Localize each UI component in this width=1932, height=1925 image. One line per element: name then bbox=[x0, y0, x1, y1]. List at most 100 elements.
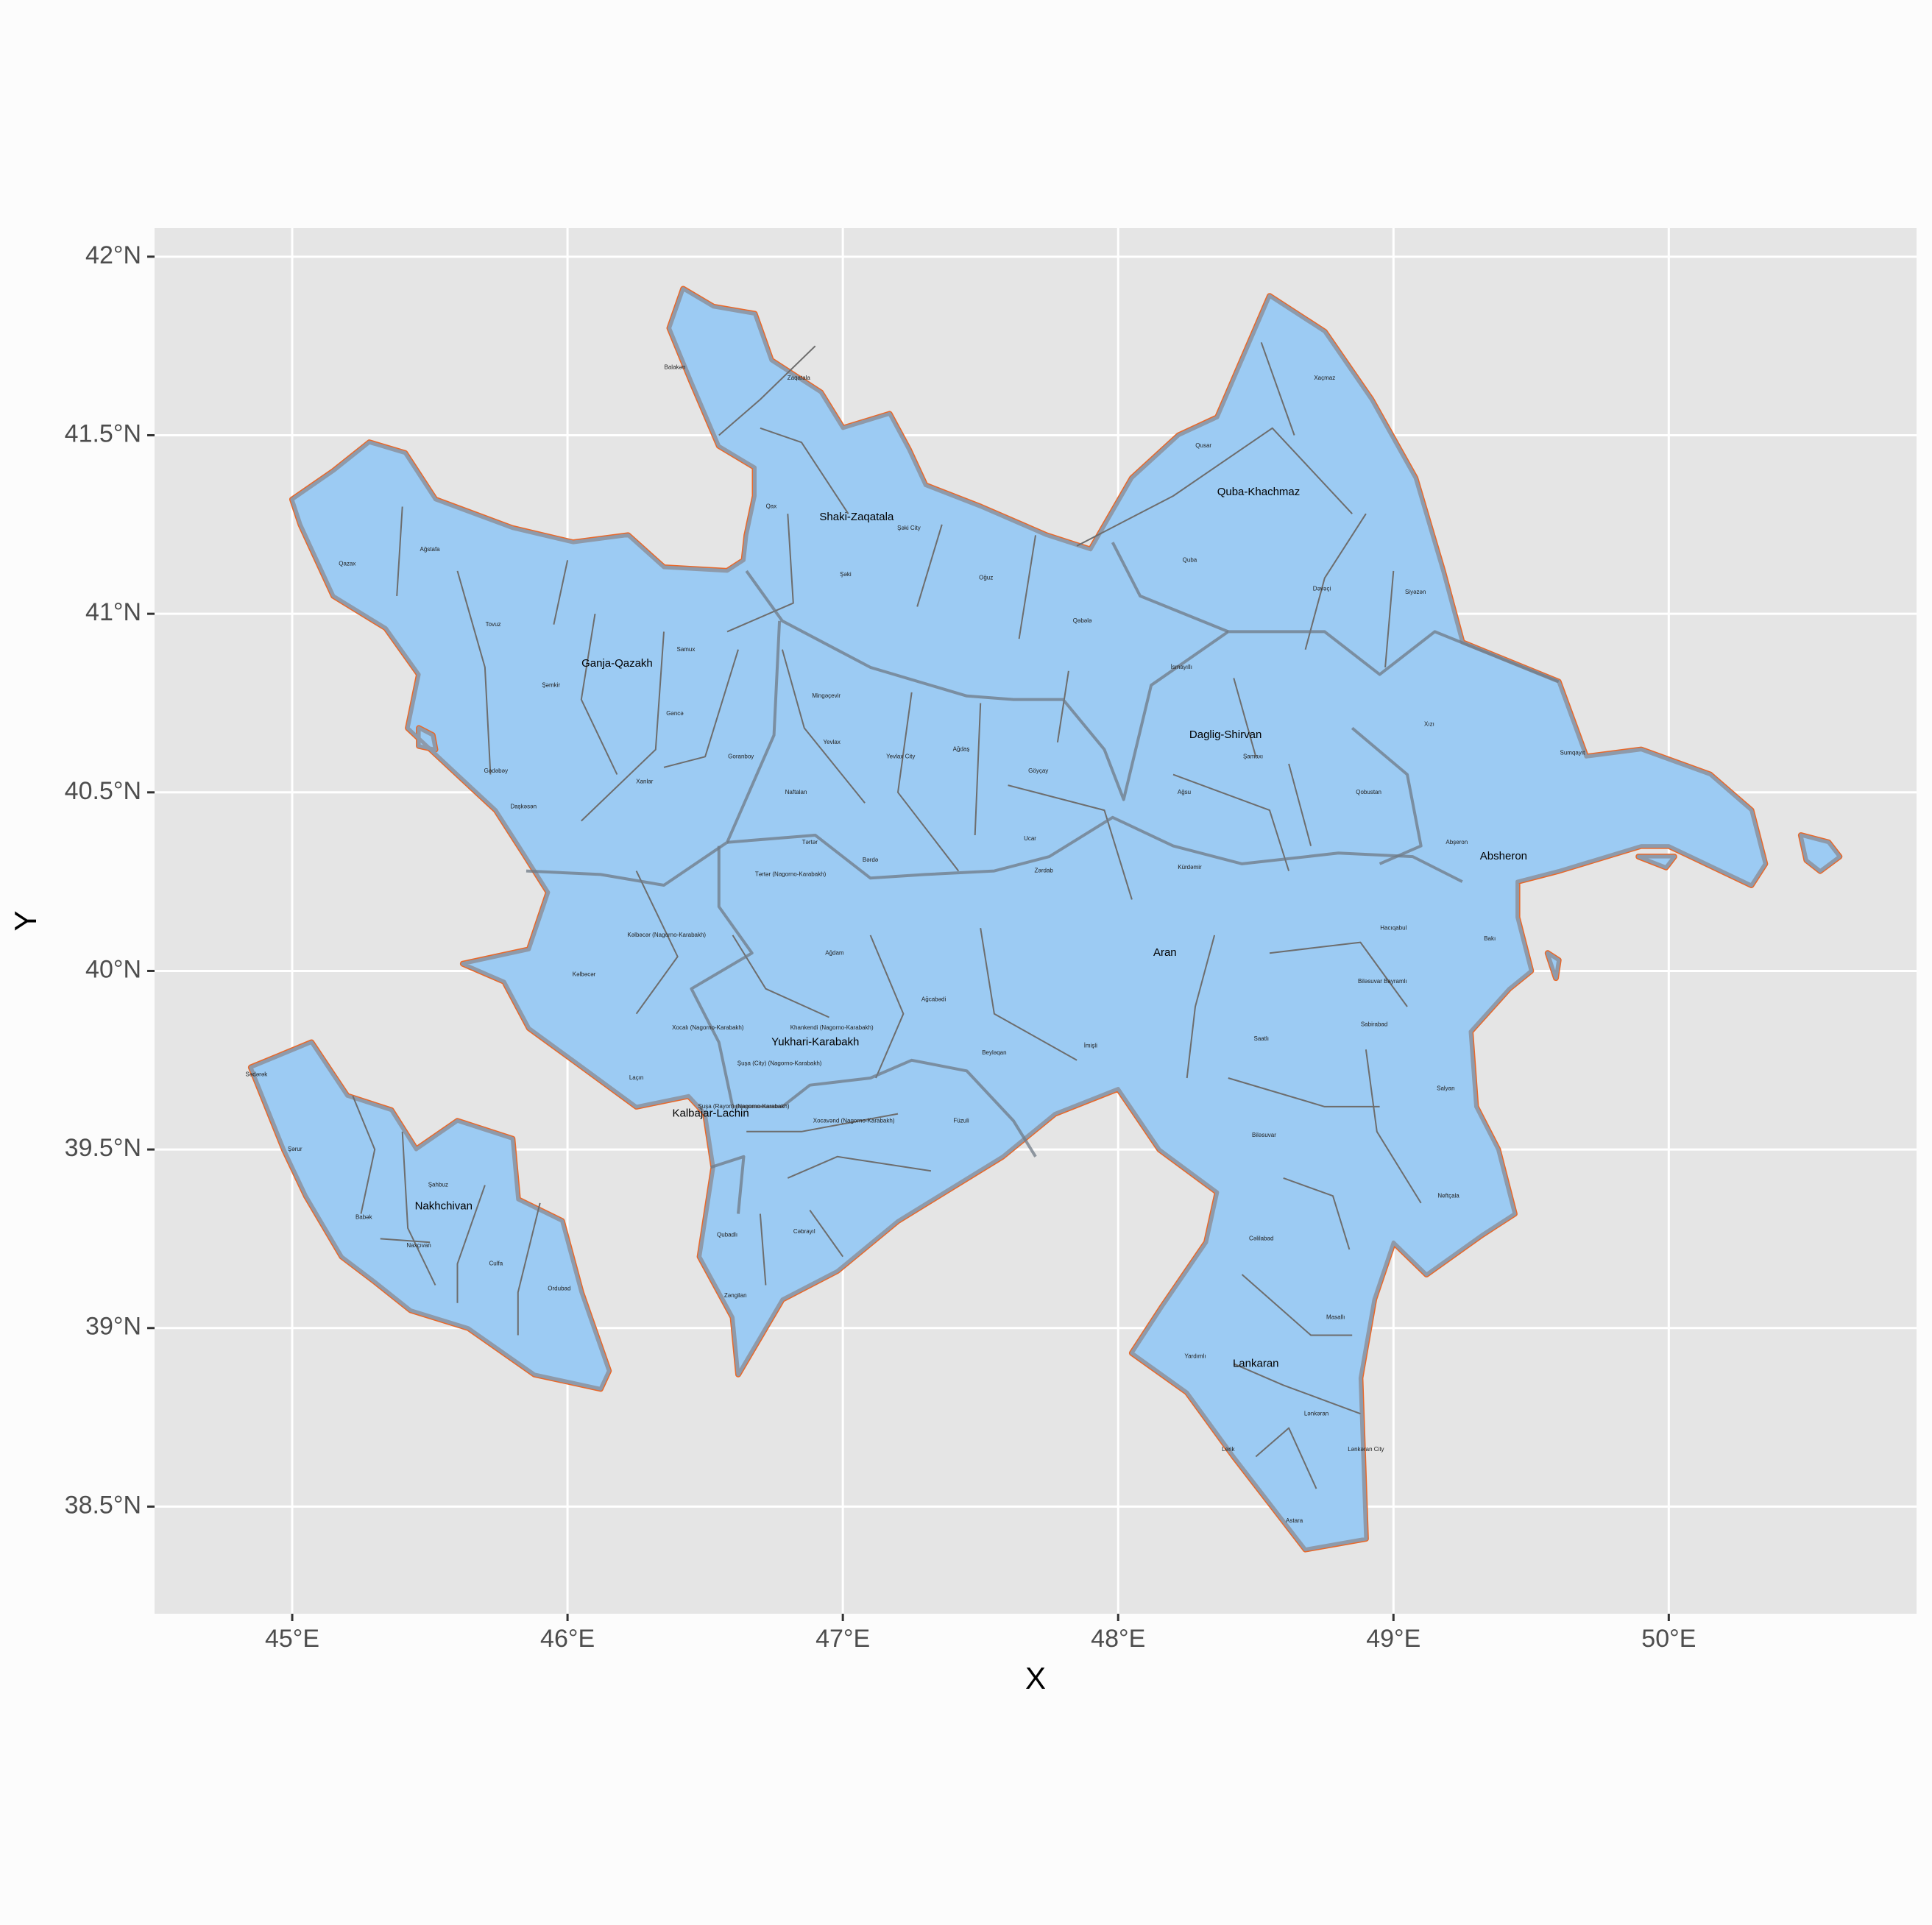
district-label: Ucar bbox=[1024, 835, 1036, 842]
x-tick-label: 45°E bbox=[265, 1625, 319, 1653]
district-label: Tovuz bbox=[486, 621, 501, 628]
region-label: Absheron bbox=[1480, 850, 1527, 862]
district-boundary bbox=[1269, 941, 1408, 1007]
district-boundary bbox=[1233, 1363, 1361, 1415]
district-label: Qubadlı bbox=[717, 1232, 737, 1238]
district-boundary bbox=[781, 649, 866, 804]
region-label: Quba-Khachmaz bbox=[1217, 486, 1301, 498]
district-label: Şahbuz bbox=[428, 1182, 448, 1188]
district-boundary bbox=[1384, 570, 1395, 667]
azerbaijan-territory bbox=[247, 286, 1843, 1553]
district-boundary bbox=[1076, 427, 1353, 547]
region-boundary bbox=[1351, 726, 1423, 865]
district-boundary bbox=[380, 1238, 431, 1244]
region-boundary bbox=[690, 845, 1037, 1158]
y-tick-label: 39.5°N bbox=[65, 1134, 141, 1162]
x-tick-label: 50°E bbox=[1641, 1625, 1696, 1653]
district-label: Siyəzən bbox=[1405, 589, 1426, 595]
district-label: Bakı bbox=[1484, 935, 1496, 942]
district-label: Bərdə bbox=[863, 857, 879, 863]
region-labels: Shaki-Zaqatala Quba-Khachmaz Ganja-Qazakh D… bbox=[415, 486, 1527, 1369]
region-label: Ganja-Qazakh bbox=[581, 657, 653, 670]
region-boundary bbox=[710, 1155, 746, 1214]
region-label: Shaki-Zaqatala bbox=[819, 511, 894, 523]
district-boundary bbox=[1283, 1177, 1351, 1250]
district-boundary bbox=[760, 427, 849, 514]
district-labels: Balakən Zaqatala Qax Şəki City Şəki Oğuz Qusar… bbox=[246, 364, 1586, 1524]
district-label: Ağsu bbox=[1178, 789, 1191, 795]
district-boundary bbox=[897, 692, 960, 872]
district-boundary bbox=[456, 570, 492, 775]
district-label: İmişli bbox=[1084, 1042, 1097, 1049]
y-axis-title: Y bbox=[8, 910, 43, 931]
district-label: Babək bbox=[355, 1213, 373, 1220]
district-label: Yevlax City bbox=[886, 753, 915, 759]
district-boundary bbox=[401, 1131, 436, 1286]
district-label: Gədəbəy bbox=[484, 767, 508, 774]
district-label: Qax bbox=[766, 503, 777, 510]
district-boundary bbox=[580, 613, 618, 775]
district-boundary bbox=[1018, 535, 1036, 639]
district-label: Khankendi (Nagorno-Karabakh) bbox=[790, 1024, 874, 1031]
district-label: Qəbələ bbox=[1073, 617, 1092, 624]
district-label: Kəlbəcər bbox=[573, 971, 596, 977]
region-boundary bbox=[745, 570, 1560, 801]
border-halo bbox=[249, 1041, 611, 1391]
y-tick-label: 40.5°N bbox=[65, 777, 141, 805]
district-boundary bbox=[809, 1210, 844, 1258]
district-label: Astara bbox=[1286, 1517, 1303, 1524]
y-tick-label: 40°N bbox=[85, 955, 141, 983]
district-label: Tərtər bbox=[802, 839, 818, 845]
border-halo bbox=[1546, 951, 1561, 980]
district-label: Şamaxı bbox=[1243, 753, 1263, 759]
district-boundary bbox=[635, 871, 679, 1015]
district-label: Qusar bbox=[1195, 442, 1211, 449]
district-boundary bbox=[1056, 670, 1069, 742]
district-boundary bbox=[869, 935, 905, 1079]
district-label: Abşeron bbox=[1446, 839, 1468, 845]
y-tick-label: 42°N bbox=[85, 241, 141, 269]
district-label: Gəncə bbox=[666, 710, 684, 717]
district-label: Sabirabad bbox=[1361, 1021, 1387, 1027]
district-label: Qobustan bbox=[1356, 789, 1381, 795]
district-boundary bbox=[787, 1155, 932, 1179]
district-label: Zərdab bbox=[1035, 868, 1054, 874]
border-halo bbox=[417, 726, 437, 752]
border-halo bbox=[1799, 833, 1841, 873]
axes: 45°E 46°E 47°E 48°E 49°E 50°E 38.5°N 39°N 39.5°N… bbox=[8, 241, 1696, 1695]
district-boundary bbox=[1288, 763, 1312, 846]
district-label: Beyləqan bbox=[982, 1049, 1006, 1056]
district-label: Daşkəsən bbox=[510, 803, 537, 809]
x-tick-label: 48°E bbox=[1091, 1625, 1145, 1653]
district-boundary bbox=[396, 506, 403, 596]
district-label: Saatlı bbox=[1253, 1035, 1268, 1042]
district-label: Ağdam bbox=[825, 949, 844, 956]
district-label: Ağcabədi bbox=[921, 996, 946, 1002]
district-boundary bbox=[974, 703, 982, 836]
district-boundary bbox=[553, 560, 569, 625]
district-boundary bbox=[718, 345, 816, 436]
district-label: Zaqatala bbox=[788, 375, 811, 381]
district-label: Dəvəçi bbox=[1313, 585, 1331, 592]
y-tick-label: 41°N bbox=[85, 598, 141, 626]
district-label: Ağdaş bbox=[953, 746, 970, 753]
district-label: Balakən bbox=[665, 364, 686, 370]
district-label: Şəki bbox=[840, 571, 852, 578]
district-label: Şuşa (City) (Nagorno-Karabakh) bbox=[737, 1060, 822, 1067]
district-label: Cəbrayıl bbox=[793, 1228, 815, 1235]
district-boundary bbox=[1304, 513, 1367, 650]
district-boundary bbox=[456, 1185, 486, 1303]
district-boundary bbox=[663, 649, 739, 768]
district-label: Şərur bbox=[288, 1146, 302, 1152]
x-tick-label: 49°E bbox=[1366, 1625, 1420, 1653]
district-label: Kəlbəcər (Nagorno-Karabakh) bbox=[627, 932, 706, 938]
border-halo bbox=[290, 287, 1767, 1552]
region-label: Daglig-Shirvan bbox=[1189, 728, 1262, 741]
district-boundaries bbox=[352, 341, 1422, 1489]
region-label: Aran bbox=[1153, 946, 1177, 959]
region-boundary bbox=[526, 620, 782, 887]
district-label: Xocalı (Nagorno-Karabakh) bbox=[672, 1024, 744, 1031]
y-tick-label: 38.5°N bbox=[65, 1491, 141, 1519]
district-label: Culfa bbox=[489, 1261, 503, 1267]
district-boundary bbox=[980, 928, 1078, 1061]
